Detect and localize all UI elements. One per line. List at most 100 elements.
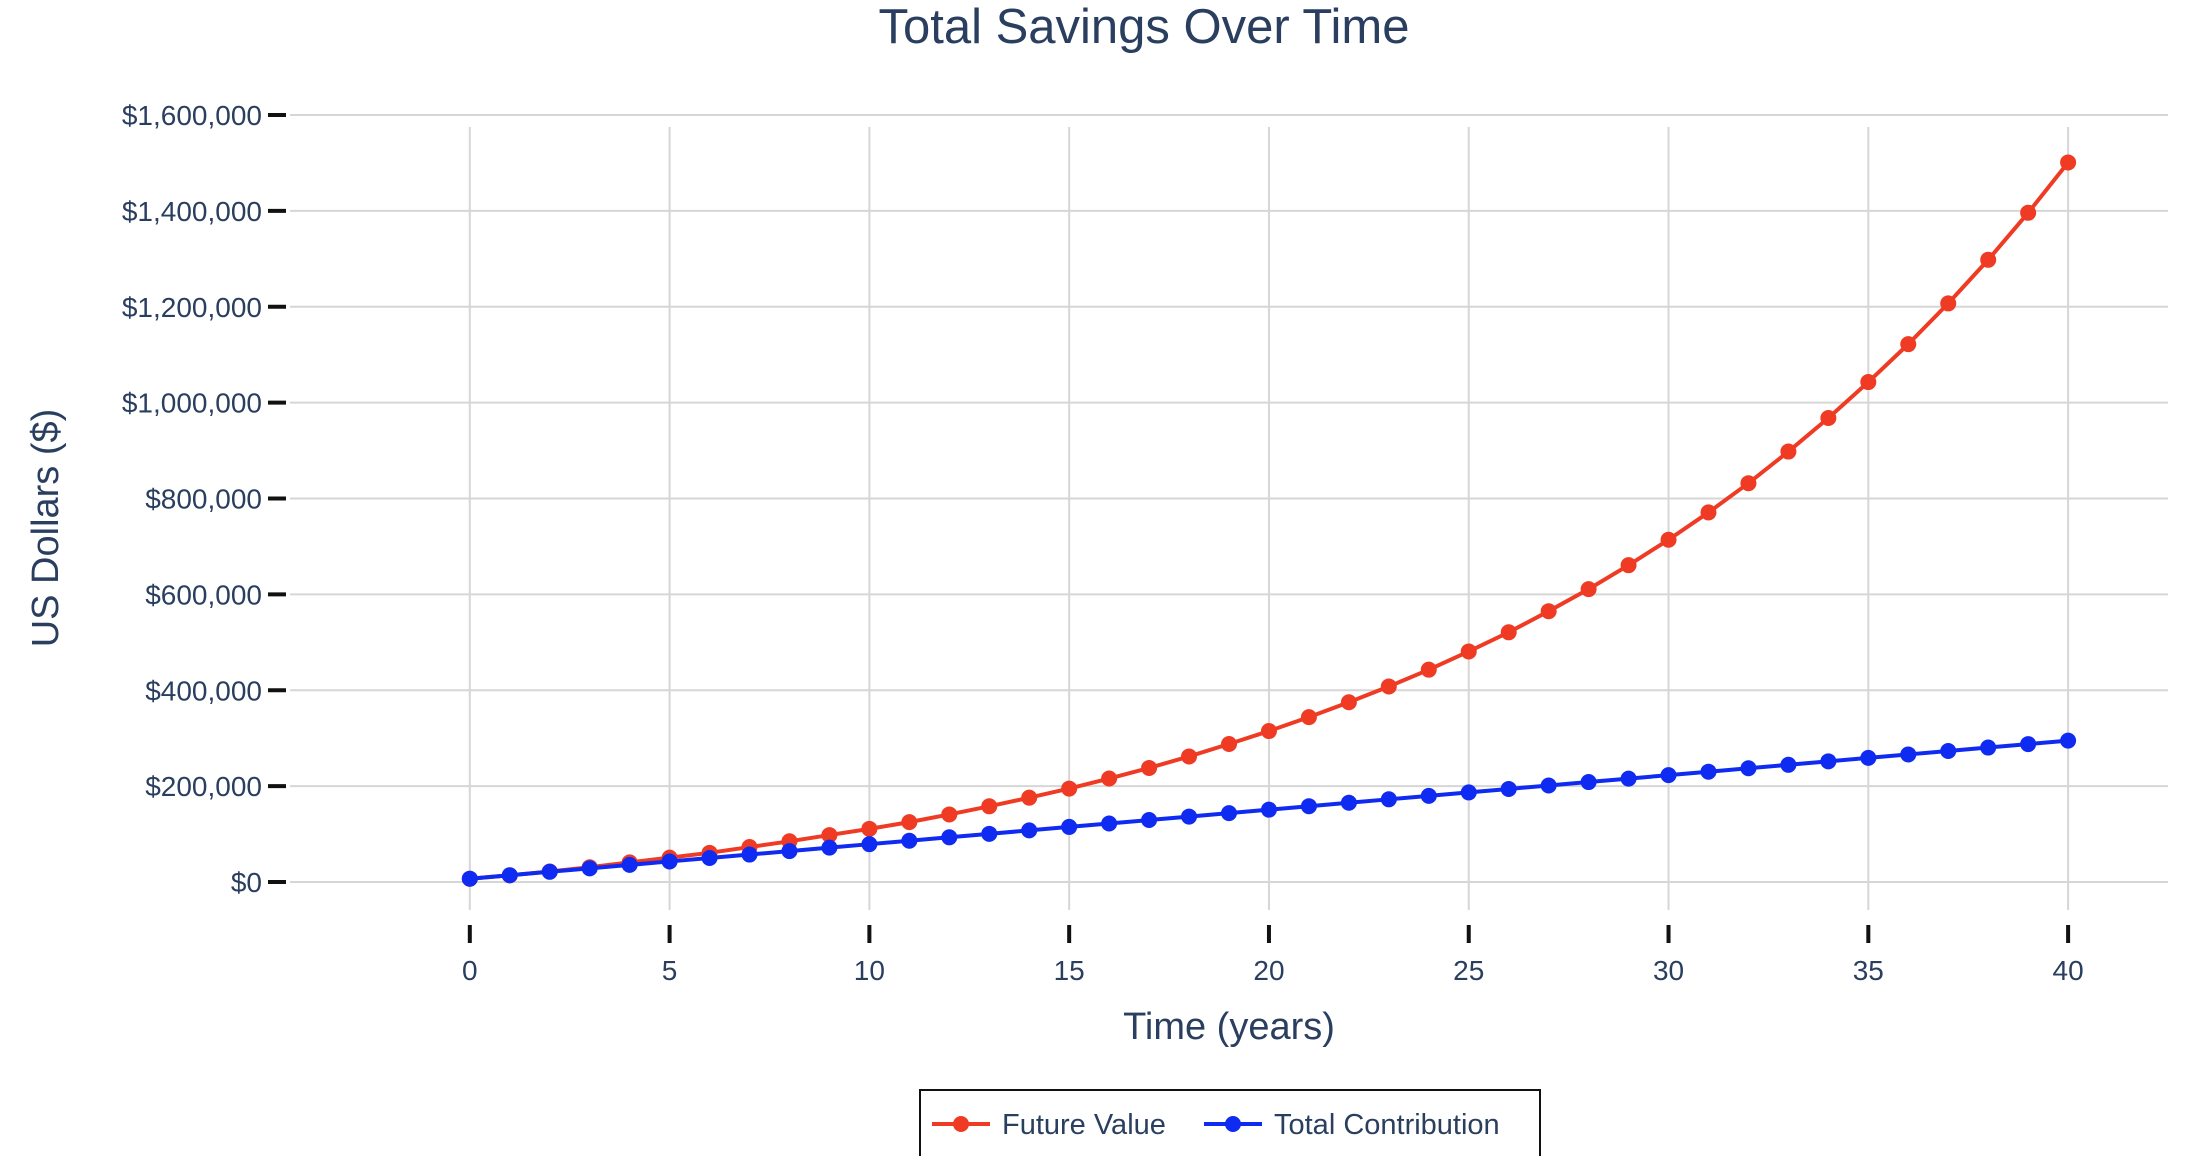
data-point[interactable] — [1900, 746, 1917, 763]
data-point[interactable] — [1700, 763, 1717, 780]
data-point[interactable] — [1260, 723, 1277, 740]
data-point[interactable] — [981, 825, 998, 842]
legend-item-total-contribution[interactable]: Total Contribution — [1204, 1109, 1500, 1141]
y-tick-label: $800,000 — [145, 484, 262, 515]
data-point[interactable] — [1980, 739, 1997, 756]
data-point[interactable] — [2060, 154, 2077, 171]
data-point[interactable] — [1580, 581, 1597, 598]
data-point[interactable] — [541, 863, 558, 880]
x-tick-label: 30 — [1653, 955, 1684, 986]
data-point[interactable] — [701, 849, 718, 866]
data-point[interactable] — [1061, 780, 1078, 797]
data-point[interactable] — [461, 870, 478, 887]
data-point[interactable] — [1221, 735, 1237, 752]
data-point[interactable] — [1860, 749, 1877, 766]
legend-swatch-marker — [1225, 1116, 1241, 1132]
data-point[interactable] — [2020, 204, 2037, 221]
y-tick-label: $400,000 — [145, 675, 262, 706]
x-tick-label: 10 — [854, 955, 885, 986]
data-point[interactable] — [861, 836, 878, 853]
data-point[interactable] — [501, 867, 518, 884]
data-point[interactable] — [1181, 808, 1198, 825]
y-tick-label: $1,200,000 — [122, 292, 262, 323]
data-point[interactable] — [1420, 661, 1437, 678]
data-point[interactable] — [1460, 643, 1477, 660]
data-point[interactable] — [1580, 774, 1597, 791]
data-point[interactable] — [1860, 374, 1877, 391]
data-point[interactable] — [1740, 475, 1757, 492]
data-point[interactable] — [1620, 557, 1637, 574]
data-point[interactable] — [1101, 770, 1118, 787]
y-tick-label: $600,000 — [145, 579, 262, 610]
y-tick-label: $0 — [231, 867, 262, 898]
data-point[interactable] — [1460, 784, 1477, 801]
data-point[interactable] — [1700, 504, 1717, 521]
legend[interactable]: Future Value Total Contribution — [919, 1089, 1541, 1159]
data-point[interactable] — [1980, 251, 1997, 268]
data-point[interactable] — [2020, 736, 2037, 753]
data-point[interactable] — [661, 853, 678, 870]
x-tick-label: 0 — [462, 955, 478, 986]
data-point[interactable] — [1300, 709, 1317, 726]
data-point[interactable] — [1540, 603, 1557, 620]
data-point[interactable] — [1780, 443, 1797, 460]
data-point[interactable] — [1101, 815, 1118, 832]
data-point[interactable] — [1021, 822, 1038, 839]
data-point[interactable] — [941, 806, 958, 823]
data-point[interactable] — [1940, 295, 1957, 312]
data-point[interactable] — [741, 846, 758, 863]
data-point[interactable] — [1500, 624, 1517, 641]
data-point[interactable] — [1021, 789, 1038, 806]
data-point[interactable] — [1620, 770, 1637, 787]
y-tick-label: $1,000,000 — [122, 388, 262, 419]
data-point[interactable] — [1181, 748, 1198, 765]
data-point[interactable] — [901, 832, 918, 849]
data-point[interactable] — [1340, 694, 1357, 711]
data-point[interactable] — [581, 860, 598, 877]
data-point[interactable] — [1660, 531, 1677, 548]
data-point[interactable] — [1940, 742, 1957, 759]
data-point[interactable] — [1660, 767, 1677, 784]
data-point[interactable] — [1260, 801, 1277, 818]
legend-item-future-value[interactable]: Future Value — [932, 1109, 1166, 1141]
y-tick-label: $200,000 — [145, 771, 262, 802]
data-point[interactable] — [1540, 777, 1557, 794]
data-point[interactable] — [1820, 753, 1837, 770]
x-tick-label: 15 — [1054, 955, 1085, 986]
data-point[interactable] — [941, 829, 958, 846]
data-point[interactable] — [821, 839, 838, 856]
data-point[interactable] — [1380, 791, 1397, 808]
series-total-contribution — [461, 732, 2077, 887]
legend-swatch-marker — [953, 1116, 969, 1132]
data-point[interactable] — [781, 843, 798, 860]
x-tick-label: 20 — [1253, 955, 1284, 986]
data-point[interactable] — [1900, 336, 1917, 353]
data-point[interactable] — [1740, 760, 1757, 777]
grid-lines — [290, 114, 2168, 910]
data-point[interactable] — [821, 827, 838, 844]
data-point[interactable] — [1780, 756, 1797, 773]
y-tick-label: $1,400,000 — [122, 196, 262, 227]
data-point[interactable] — [1380, 678, 1397, 695]
data-point[interactable] — [1300, 798, 1317, 815]
data-point[interactable] — [621, 856, 638, 873]
data-point[interactable] — [1420, 787, 1437, 804]
data-point[interactable] — [1500, 780, 1517, 797]
y-tick-label: $1,600,000 — [122, 100, 262, 131]
chart-title: Total Savings Over Time — [878, 0, 1409, 54]
data-point[interactable] — [1820, 409, 1837, 426]
y-axis-title: US Dollars ($) — [25, 409, 67, 648]
data-point[interactable] — [1141, 812, 1158, 829]
data-point[interactable] — [1141, 759, 1158, 776]
data-point[interactable] — [2060, 732, 2077, 749]
data-point[interactable] — [861, 820, 878, 837]
data-point[interactable] — [981, 798, 998, 815]
data-point[interactable] — [1340, 794, 1357, 811]
data-point[interactable] — [901, 814, 918, 831]
legend-label: Total Contribution — [1274, 1109, 1500, 1141]
x-tick-label: 5 — [662, 955, 678, 986]
data-point[interactable] — [1221, 805, 1237, 822]
data-point[interactable] — [1061, 818, 1078, 835]
